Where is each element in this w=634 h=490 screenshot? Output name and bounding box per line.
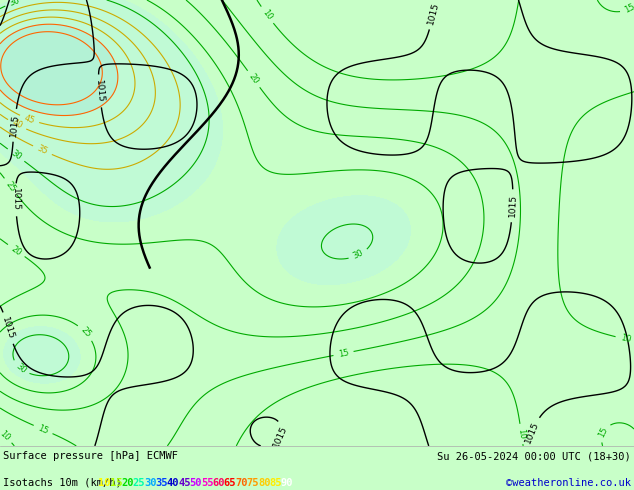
Text: 50: 50 xyxy=(190,478,202,488)
Text: 15: 15 xyxy=(623,2,634,15)
Text: 55: 55 xyxy=(201,478,214,488)
Text: 20: 20 xyxy=(10,244,23,257)
Text: 40: 40 xyxy=(10,118,23,131)
Text: 45: 45 xyxy=(178,478,191,488)
Text: 20: 20 xyxy=(247,72,261,86)
Text: 1015: 1015 xyxy=(11,188,20,211)
Text: 65: 65 xyxy=(224,478,236,488)
Text: 40: 40 xyxy=(167,478,179,488)
Text: 10: 10 xyxy=(0,429,11,442)
Text: Surface pressure [hPa] ECMWF: Surface pressure [hPa] ECMWF xyxy=(3,451,178,462)
Text: 30: 30 xyxy=(9,148,23,162)
Text: 15: 15 xyxy=(337,348,349,359)
Text: 85: 85 xyxy=(269,478,282,488)
Text: 10: 10 xyxy=(261,8,274,22)
Text: 1015: 1015 xyxy=(1,316,16,341)
Text: 75: 75 xyxy=(247,478,259,488)
Text: 1015: 1015 xyxy=(9,113,20,137)
Text: 10: 10 xyxy=(516,428,527,440)
Text: 90: 90 xyxy=(281,478,294,488)
Text: 20: 20 xyxy=(121,478,134,488)
Text: 35: 35 xyxy=(36,144,49,157)
Text: 35: 35 xyxy=(155,478,168,488)
Text: ©weatheronline.co.uk: ©weatheronline.co.uk xyxy=(506,478,631,488)
Text: 1015: 1015 xyxy=(524,420,541,445)
Text: 1015: 1015 xyxy=(94,79,105,103)
Text: 15: 15 xyxy=(110,478,122,488)
Text: 60: 60 xyxy=(212,478,225,488)
Text: 25: 25 xyxy=(133,478,145,488)
Text: 70: 70 xyxy=(235,478,248,488)
Text: 15: 15 xyxy=(37,423,49,436)
Text: 30: 30 xyxy=(352,248,365,261)
Text: Su 26-05-2024 00:00 UTC (18+30): Su 26-05-2024 00:00 UTC (18+30) xyxy=(437,451,631,462)
Text: 15: 15 xyxy=(597,426,610,439)
Text: 80: 80 xyxy=(258,478,271,488)
Text: 30: 30 xyxy=(13,362,27,375)
Text: 1015: 1015 xyxy=(271,425,288,449)
Text: 45: 45 xyxy=(23,113,36,125)
Text: 30: 30 xyxy=(144,478,157,488)
Text: 30: 30 xyxy=(8,0,22,8)
Text: 25: 25 xyxy=(4,180,17,194)
Text: Isotachs 10m (km/h): Isotachs 10m (km/h) xyxy=(3,478,128,488)
Text: 1015: 1015 xyxy=(508,194,517,218)
Text: 1015: 1015 xyxy=(426,1,441,25)
Text: 10: 10 xyxy=(619,334,631,344)
Text: 10: 10 xyxy=(98,478,111,488)
Text: 25: 25 xyxy=(79,326,93,340)
